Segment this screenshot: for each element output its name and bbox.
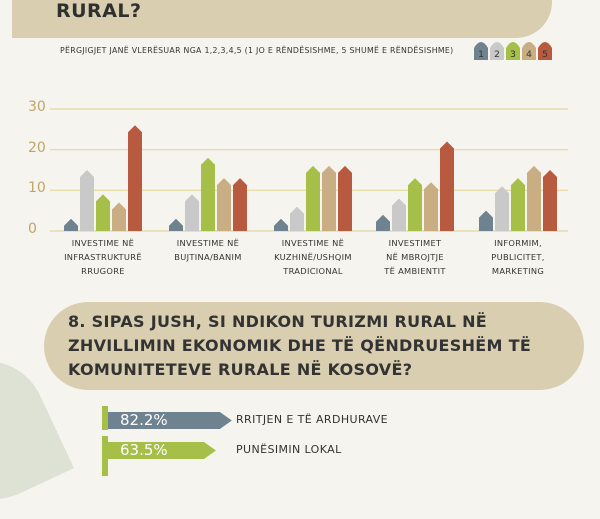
question-banner-top: RURAL? [12,0,552,38]
legend-swatch-2 [490,42,504,60]
category-label: INVESTIME NË BUJTINA/BANIM [174,238,242,262]
bar-rating-1-cat-2 [169,218,183,231]
bar-rating-4-cat-5 [527,165,541,231]
bar-rating-3-cat-1 [96,194,110,231]
legend-label-5: 5 [542,50,548,60]
bar-rating-5-cat-1 [128,125,142,231]
legend-swatch-4 [522,42,536,60]
legend-label-2: 2 [494,50,500,60]
rating-note: PËRGJIGJET JANË VLERËSUAR NGA 1,2,3,4,5 … [60,46,454,55]
bar-chart [50,108,568,232]
bar-rating-5-cat-3 [338,165,352,231]
bar-rating-2-cat-3 [290,206,304,231]
bar-rating-4-cat-2 [217,178,231,231]
category-label: INFORMIM, PUBLICITET, MARKETING [491,238,545,276]
legend-swatch-3 [506,42,520,60]
bar-rating-2-cat-4 [392,198,406,231]
bar-rating-5-cat-2 [233,178,247,231]
bar-rating-5-cat-5 [543,170,557,231]
bar-rating-1-cat-4 [376,214,390,231]
question-8-text: 8. SIPAS JUSH, SI NDIKON TURIZMI RURAL N… [68,312,532,379]
bar-rating-4-cat-3 [322,165,336,231]
bar-rating-3-cat-5 [511,178,525,231]
bar-rating-1-cat-5 [479,210,493,231]
bar-rating-2-cat-1 [80,170,94,231]
bar-rating-4-cat-1 [112,202,126,231]
bar-rating-3-cat-4 [408,178,422,231]
legend-swatch-1 [474,42,488,60]
legend-label-1: 1 [478,50,484,60]
legend-label-3: 3 [510,50,516,60]
answer-bar: 63.5% [102,442,216,459]
answer-percent: 82.2% [120,411,168,429]
bar-rating-2-cat-2 [185,194,199,231]
y-tick-label: 0 [28,221,37,237]
legend-label-4: 4 [526,50,532,60]
question-8-banner: 8. SIPAS JUSH, SI NDIKON TURIZMI RURAL N… [44,302,584,390]
bar-rating-3-cat-2 [201,157,215,231]
answer-bar: 82.2% [102,412,232,429]
answer-label: RRITJEN E TË ARDHURAVE [236,413,389,426]
category-label: INVESTIMET NË MBROJTJE TË AMBIENTIT [384,238,446,276]
question-title-fragment: RURAL? [56,0,142,22]
bar-rating-2-cat-5 [495,186,509,231]
y-tick-label: 10 [28,180,46,197]
answer-percent: 63.5% [120,441,168,459]
y-tick-label: 30 [28,99,46,115]
bar-rating-4-cat-4 [424,182,438,231]
answer-bar-stem [102,406,108,430]
bar-rating-5-cat-4 [440,141,454,231]
answer-bar-stem [102,436,108,476]
category-label: INVESTIME NË INFRASTRUKTURË RRUGORE [64,238,142,276]
legend-swatch-5 [538,42,552,60]
bar-rating-3-cat-3 [306,165,320,231]
bar-rating-1-cat-3 [274,218,288,231]
bar-rating-1-cat-1 [64,218,78,231]
category-label: INVESTIME NË KUZHINË/USHQIM TRADICIONAL [274,238,352,276]
y-tick-label: 20 [28,139,46,156]
